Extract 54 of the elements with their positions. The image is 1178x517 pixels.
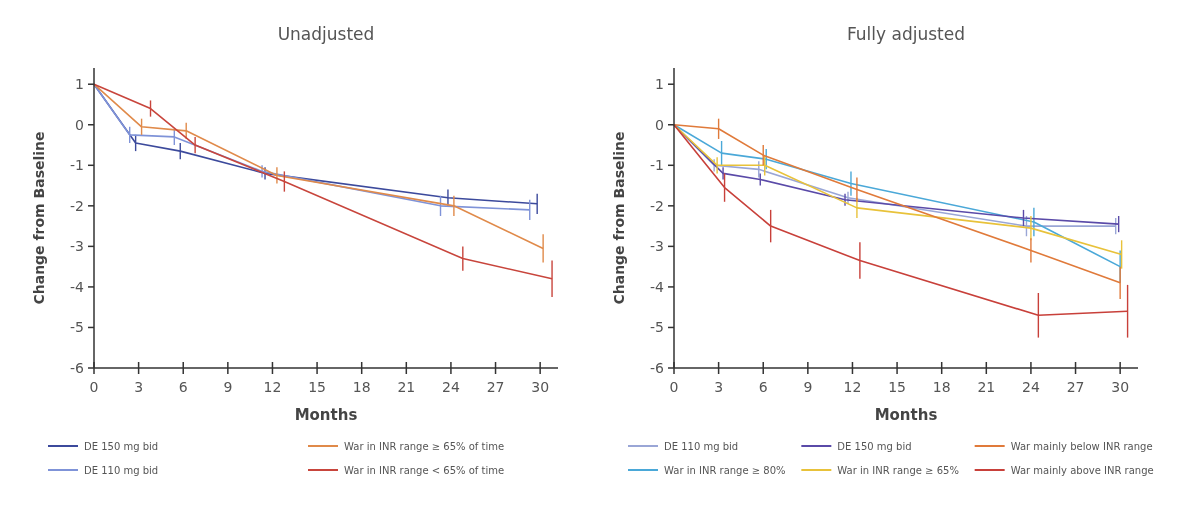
- x-tick-label: 27: [1066, 379, 1085, 395]
- legend-label: War mainly below INR range: [1010, 440, 1153, 452]
- y-tick-label: -6: [70, 359, 85, 376]
- legend-label: War mainly above INR range: [1010, 464, 1154, 476]
- x-tick-label: 9: [803, 379, 813, 395]
- x-tick-label: 18: [932, 379, 951, 395]
- y-tick-label: -5: [70, 319, 84, 336]
- x-tick-label: 15: [308, 379, 326, 395]
- legend-label: War in INR range ≥ 65%: [837, 464, 959, 476]
- y-tick-label: -2: [70, 197, 84, 214]
- x-tick-label: 24: [442, 379, 460, 395]
- x-tick-label: 6: [178, 379, 188, 395]
- x-tick-label: 21: [977, 379, 996, 395]
- legend-label: DE 110 mg bid: [84, 464, 159, 476]
- x-tick-label: 30: [531, 379, 550, 395]
- legend-label: DE 150 mg bid: [84, 440, 159, 452]
- x-tick-label: 6: [758, 379, 768, 395]
- x-tick-label: 30: [1111, 379, 1130, 395]
- y-axis-title: Change from Baseline: [611, 131, 627, 305]
- x-axis-title: Months: [294, 406, 358, 424]
- legend-label: DE 150 mg bid: [837, 440, 912, 452]
- y-axis-title: Change from Baseline: [31, 131, 47, 305]
- x-tick-label: 12: [263, 379, 282, 395]
- x-tick-label: 24: [1022, 379, 1040, 395]
- y-tick-label: 0: [75, 116, 84, 133]
- y-tick-label: -5: [650, 319, 664, 336]
- y-tick-label: 1: [655, 76, 664, 93]
- y-tick-label: 0: [655, 116, 664, 133]
- x-axis-title: Months: [874, 406, 938, 424]
- legend-label: War in INR range ≥ 65% of time: [344, 440, 505, 452]
- y-tick-label: -3: [70, 238, 84, 255]
- x-tick-label: 0: [669, 379, 679, 395]
- y-tick-label: 1: [75, 76, 84, 93]
- legend-label: War in INR range < 65% of time: [344, 464, 505, 476]
- x-tick-label: 21: [397, 379, 416, 395]
- y-tick-label: -1: [70, 157, 84, 174]
- x-tick-label: 3: [134, 379, 144, 395]
- y-tick-label: -1: [650, 157, 664, 174]
- x-tick-label: 0: [89, 379, 99, 395]
- chart-title: Fully adjusted: [846, 24, 966, 44]
- y-tick-label: -4: [650, 278, 665, 295]
- y-tick-label: -6: [650, 359, 665, 376]
- legend-label: DE 110 mg bid: [664, 440, 739, 452]
- x-tick-label: 12: [843, 379, 862, 395]
- y-tick-label: -2: [650, 197, 664, 214]
- y-tick-label: -4: [70, 278, 85, 295]
- x-tick-label: 27: [486, 379, 505, 395]
- chart-title: Unadjusted: [277, 24, 375, 44]
- x-tick-label: 18: [352, 379, 371, 395]
- y-tick-label: -3: [650, 238, 664, 255]
- legend-label: War in INR range ≥ 80%: [664, 464, 786, 476]
- x-tick-label: 15: [888, 379, 906, 395]
- x-tick-label: 3: [714, 379, 724, 395]
- x-tick-label: 9: [223, 379, 233, 395]
